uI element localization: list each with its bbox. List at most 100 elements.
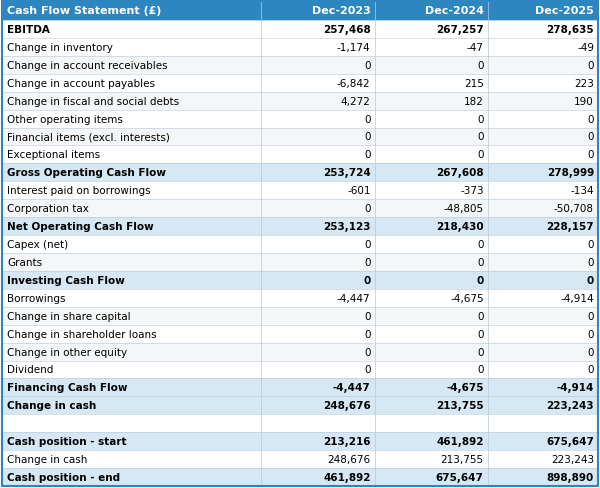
Bar [2, 218, 598, 236]
Text: 0: 0 [477, 150, 484, 160]
Bar [2, 253, 598, 271]
Text: Change in other equity: Change in other equity [7, 347, 127, 357]
Bar [2, 414, 598, 432]
Text: Cash position - start: Cash position - start [7, 436, 127, 447]
Text: 0: 0 [587, 275, 594, 285]
Text: 0: 0 [364, 258, 371, 267]
Text: 223,243: 223,243 [547, 401, 594, 410]
Text: Dec-2024: Dec-2024 [425, 6, 484, 17]
Text: -134: -134 [571, 186, 594, 196]
Text: -4,447: -4,447 [333, 383, 371, 393]
Text: 898,890: 898,890 [547, 472, 594, 482]
Text: 0: 0 [364, 150, 371, 160]
Text: 0: 0 [364, 61, 371, 71]
Text: 0: 0 [587, 311, 594, 321]
Text: Change in cash: Change in cash [7, 454, 88, 464]
Text: -4,675: -4,675 [450, 293, 484, 303]
Bar [2, 379, 598, 397]
Text: 213,755: 213,755 [436, 401, 484, 410]
Text: 0: 0 [364, 347, 371, 357]
Bar [2, 93, 598, 110]
Text: -4,675: -4,675 [446, 383, 484, 393]
Text: Other operating items: Other operating items [7, 114, 123, 124]
Text: 218,430: 218,430 [436, 222, 484, 232]
Text: Investing Cash Flow: Investing Cash Flow [7, 275, 125, 285]
Text: Change in fiscal and social debts: Change in fiscal and social debts [7, 97, 179, 106]
Text: 0: 0 [364, 132, 371, 142]
Text: 253,724: 253,724 [323, 168, 371, 178]
Text: EBITDA: EBITDA [7, 25, 50, 35]
Text: 0: 0 [364, 329, 371, 339]
Bar [2, 200, 598, 218]
Text: 0: 0 [477, 311, 484, 321]
Text: 675,647: 675,647 [436, 472, 484, 482]
Text: -4,447: -4,447 [337, 293, 371, 303]
Text: 257,468: 257,468 [323, 25, 371, 35]
Text: 267,257: 267,257 [436, 25, 484, 35]
Bar [2, 307, 598, 325]
Text: 0: 0 [476, 275, 484, 285]
Text: 228,157: 228,157 [547, 222, 594, 232]
Bar [2, 75, 598, 93]
Text: Cash Flow Statement (£): Cash Flow Statement (£) [7, 6, 161, 17]
Text: 0: 0 [587, 132, 594, 142]
Text: 278,635: 278,635 [547, 25, 594, 35]
Text: 0: 0 [364, 365, 371, 375]
Text: -48,805: -48,805 [443, 204, 484, 214]
Text: 0: 0 [587, 114, 594, 124]
Text: 461,892: 461,892 [436, 436, 484, 447]
Bar [2, 468, 598, 486]
Text: -47: -47 [467, 43, 484, 53]
Text: 0: 0 [477, 240, 484, 249]
Bar [2, 289, 598, 307]
Text: 278,999: 278,999 [547, 168, 594, 178]
Text: Financial items (excl. interests): Financial items (excl. interests) [7, 132, 170, 142]
Text: 0: 0 [364, 114, 371, 124]
Text: Financing Cash Flow: Financing Cash Flow [7, 383, 128, 393]
Bar [2, 361, 598, 379]
Bar [2, 164, 598, 182]
Text: -4,914: -4,914 [560, 293, 594, 303]
Text: 248,676: 248,676 [323, 401, 371, 410]
Text: Change in account receivables: Change in account receivables [7, 61, 167, 71]
Text: Gross Operating Cash Flow: Gross Operating Cash Flow [7, 168, 166, 178]
Text: 248,676: 248,676 [328, 454, 371, 464]
Text: 0: 0 [587, 240, 594, 249]
Bar [2, 271, 598, 289]
Text: 675,647: 675,647 [546, 436, 594, 447]
Text: 223,243: 223,243 [551, 454, 594, 464]
Bar [2, 325, 598, 343]
Text: Cash position - end: Cash position - end [7, 472, 120, 482]
Text: 0: 0 [587, 258, 594, 267]
Text: 0: 0 [477, 365, 484, 375]
Bar [2, 432, 598, 450]
Text: Change in shareholder loans: Change in shareholder loans [7, 329, 157, 339]
Bar [2, 21, 598, 39]
Text: 0: 0 [587, 365, 594, 375]
Text: 0: 0 [477, 258, 484, 267]
Text: Net Operating Cash Flow: Net Operating Cash Flow [7, 222, 154, 232]
Bar [2, 236, 598, 253]
Bar [2, 182, 598, 200]
Text: 215: 215 [464, 79, 484, 88]
Text: Interest paid on borrowings: Interest paid on borrowings [7, 186, 151, 196]
Bar [2, 2, 598, 21]
Text: 0: 0 [587, 150, 594, 160]
Text: -1,174: -1,174 [337, 43, 371, 53]
Text: Change in cash: Change in cash [7, 401, 96, 410]
Text: Capex (net): Capex (net) [7, 240, 68, 249]
Bar [2, 39, 598, 57]
Text: 0: 0 [587, 329, 594, 339]
Text: 0: 0 [364, 311, 371, 321]
Text: 0: 0 [363, 275, 371, 285]
Text: -4,914: -4,914 [557, 383, 594, 393]
Text: 0: 0 [587, 347, 594, 357]
Text: 461,892: 461,892 [323, 472, 371, 482]
Text: -6,842: -6,842 [337, 79, 371, 88]
Bar [2, 128, 598, 146]
Bar [2, 146, 598, 164]
Text: 190: 190 [574, 97, 594, 106]
Text: Dividend: Dividend [7, 365, 53, 375]
Text: 0: 0 [477, 132, 484, 142]
Text: 182: 182 [464, 97, 484, 106]
